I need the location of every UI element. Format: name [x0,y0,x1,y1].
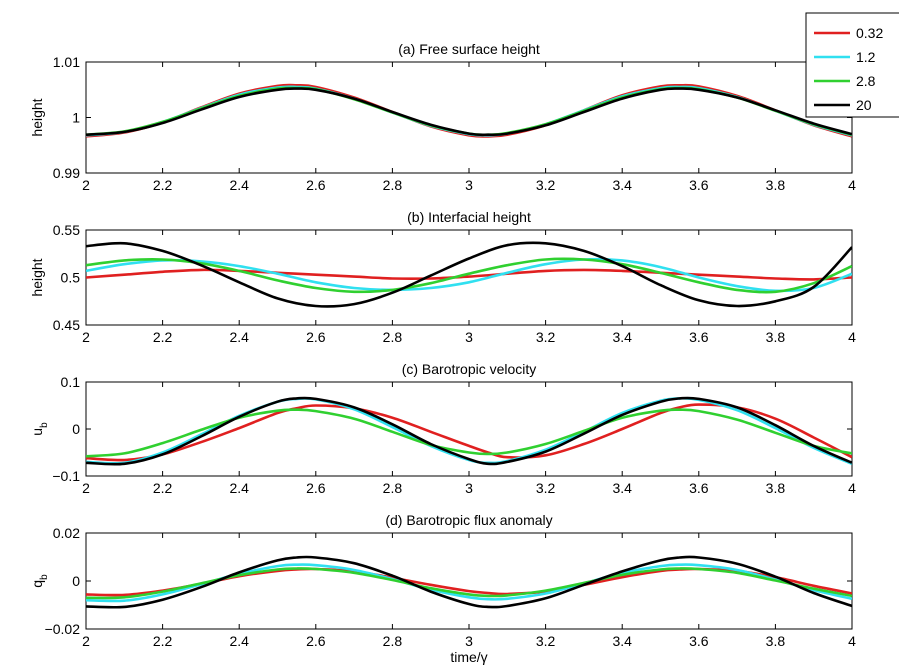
x-tick-label: 3.6 [689,633,709,649]
y-tick-label: 0 [72,573,80,589]
x-tick-label: 2.4 [229,633,249,649]
y-tick-label: 0.55 [53,222,80,238]
y-axis-label: height [29,98,45,136]
series-line-1.2 [86,257,852,293]
x-tick-label: 2.6 [306,329,326,345]
x-tick-label: 4 [848,177,856,193]
x-tick-label: 3.8 [766,329,786,345]
x-tick-label: 2.2 [153,480,173,496]
x-tick-label: 2.8 [383,177,403,193]
series-line-20 [86,241,852,308]
x-tick-label: 4 [848,633,856,649]
x-tick-label: 2.8 [383,633,403,649]
panel-2: 2 2.2 2.4 2.6 2.8 3 3.2 3.4 3.6 3.8 4 0.45 0.5 0.55 (b… [29,209,856,345]
x-tick-label: 4 [848,480,856,496]
y-tick-label: −0.02 [45,621,81,637]
y-axis-label: ub [29,422,50,436]
x-tick-label: 2.8 [383,329,403,345]
panel-title: (b) Interfacial height [407,209,531,225]
y-tick-label: 1.01 [53,54,80,70]
x-tick-label: 2.4 [229,329,249,345]
x-tick-label: 2.6 [306,480,326,496]
series-line-20 [86,396,852,466]
legend-label: 1.2 [856,49,876,65]
x-tick-label: 3 [465,329,473,345]
plot-area [85,532,853,630]
x-tick-label: 2.2 [153,633,173,649]
panel-title: (a) Free surface height [398,41,540,57]
series-line-20 [86,87,852,137]
x-tick-label: 3.6 [689,480,709,496]
y-axis-label: qb [29,574,50,588]
y-tick-label: −0.1 [52,468,80,484]
x-tick-label: 3.4 [612,329,632,345]
x-tick-label: 3.6 [689,329,709,345]
x-tick-label: 3.8 [766,480,786,496]
y-tick-label: 1 [72,110,80,126]
series-line-2.8 [86,257,852,294]
x-tick-label: 3 [465,177,473,193]
x-tick-label: 2 [82,480,90,496]
panel-title: (c) Barotropic velocity [402,361,537,377]
legend-label: 2.8 [856,73,876,89]
x-tick-label: 3.2 [536,177,556,193]
x-tick-label: 2.8 [383,480,403,496]
x-tick-label: 2 [82,177,90,193]
x-tick-label: 2.6 [306,633,326,649]
y-tick-label: 0.1 [61,374,81,390]
x-tick-label: 3.4 [612,480,632,496]
y-tick-label: 0.02 [53,525,80,541]
panel-title: (d) Barotropic flux anomaly [385,512,552,528]
legend-label: 0.32 [856,25,883,41]
panel-4: 2 2.2 2.4 2.6 2.8 3 3.2 3.4 3.6 3.8 4 −0.02 0 0.02 (d)… [29,512,856,665]
panel-3: 2 2.2 2.4 2.6 2.8 3 3.2 3.4 3.6 3.8 4 −0.1 0 0.1 (c) B… [29,361,856,496]
x-axis-label: time/γ [450,649,487,665]
x-tick-label: 2.6 [306,177,326,193]
x-tick-label: 3.8 [766,633,786,649]
legend-label: 20 [856,97,872,113]
x-tick-label: 2.4 [229,177,249,193]
legend: 0.32 1.2 2.8 20 [805,12,899,118]
x-tick-label: 3.2 [536,329,556,345]
panel-1: 2 2.2 2.4 2.6 2.8 3 3.2 3.4 3.6 3.8 4 0.99 1 1.01 (a) … [29,41,856,193]
y-tick-label: 0.5 [61,270,81,286]
series-line-0.32 [86,403,852,462]
x-tick-label: 3 [465,480,473,496]
y-tick-label: 0.45 [53,317,80,333]
x-tick-label: 4 [848,329,856,345]
x-tick-label: 3.2 [536,633,556,649]
y-axis-label: height [29,258,45,296]
x-tick-label: 2 [82,329,90,345]
x-tick-label: 2.2 [153,177,173,193]
x-tick-label: 3.4 [612,633,632,649]
x-tick-label: 3 [465,633,473,649]
series-line-2.8 [86,567,852,600]
x-tick-label: 3.4 [612,177,632,193]
x-tick-label: 3.6 [689,177,709,193]
x-tick-label: 3.8 [766,177,786,193]
y-tick-label: 0.99 [53,165,80,181]
plot-area [85,61,853,174]
legend-box [805,12,899,118]
series-line-20 [86,555,852,609]
x-tick-label: 2 [82,633,90,649]
x-tick-label: 3.2 [536,480,556,496]
x-tick-label: 2.2 [153,329,173,345]
x-tick-label: 2.4 [229,480,249,496]
y-tick-label: 0 [72,421,80,437]
